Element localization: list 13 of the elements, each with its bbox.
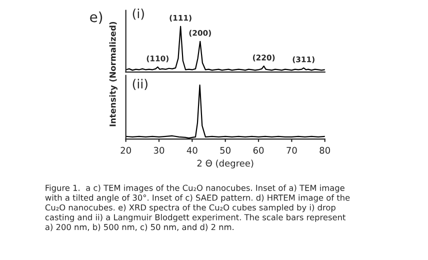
annotation: (ii): [132, 78, 148, 90]
x-tick-label: 40: [186, 146, 198, 154]
caption: Figure 1. a c) TEM images of the Cu₂O nanocubes. Inset of a) TEM image with a tilted angle of 30°. Inset of c) SAED pattern. d) HRTEM image of the Cu₂O nanocubes. e) XRD spectra of the Cu₂O cubes sampled by i) drop casting and ii) a Langmuir Blodgett experiment. The scale bars represent a) 200 nm, b) 500 nm, c) 50 nm, and d) 2 nm.: [45, 184, 350, 232]
x-tick-label: 70: [286, 146, 297, 154]
y-axis-title: Intensity (Normalized): [109, 22, 118, 126]
text: (i): [132, 8, 144, 20]
x-tick-label: 50: [220, 146, 230, 154]
x-tick-label: 30: [154, 146, 164, 154]
x-axis-title: 2 Θ (degree): [197, 160, 254, 168]
x-tick-label: 80: [320, 146, 330, 154]
x-tick-label: 60: [253, 146, 264, 154]
x-tick-label: 20: [120, 146, 131, 154]
text: e): [90, 11, 102, 24]
